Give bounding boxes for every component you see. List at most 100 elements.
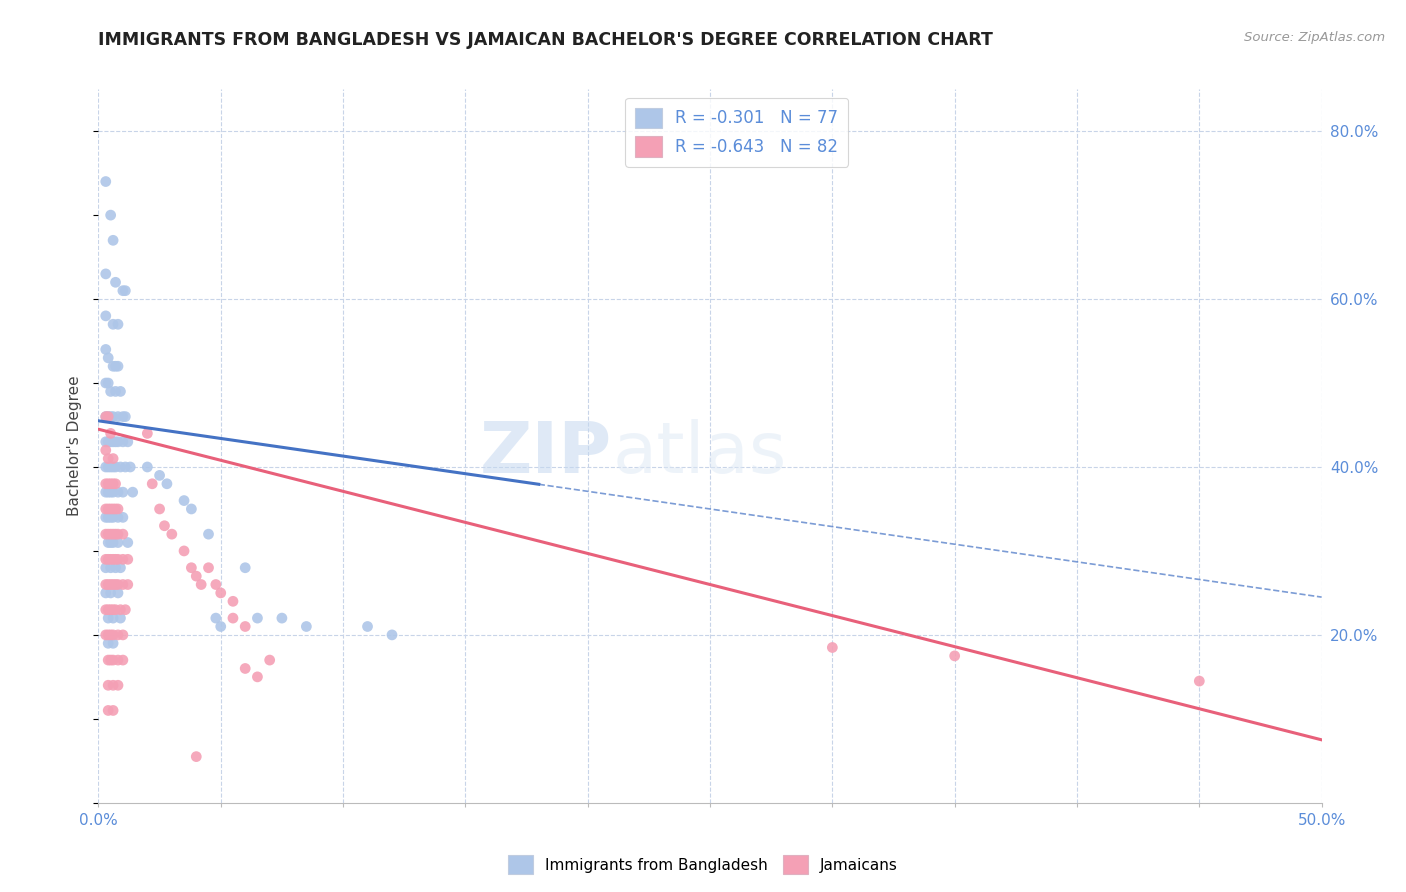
Point	[117, 577, 139, 591]
Point	[107, 502, 129, 516]
Point	[107, 485, 129, 500]
Point	[101, 460, 124, 475]
Point	[111, 552, 134, 566]
Point	[111, 409, 134, 424]
Point	[101, 451, 124, 466]
Point	[100, 653, 122, 667]
Y-axis label: Bachelor's Degree: Bachelor's Degree	[67, 376, 83, 516]
Point	[107, 434, 129, 449]
Point	[186, 749, 208, 764]
Point	[110, 560, 132, 574]
Point	[94, 485, 117, 500]
Point	[111, 628, 134, 642]
Point	[149, 502, 172, 516]
Point	[97, 434, 120, 449]
Point	[197, 560, 219, 574]
Point	[141, 476, 163, 491]
Point	[107, 577, 129, 591]
Point	[100, 409, 122, 424]
Point	[97, 502, 120, 516]
Point	[117, 535, 139, 549]
Point	[149, 468, 172, 483]
Point	[209, 619, 232, 633]
Legend: R = -0.301   N = 77, R = -0.643   N = 82: R = -0.301 N = 77, R = -0.643 N = 82	[626, 97, 848, 167]
Point	[114, 284, 136, 298]
Point	[97, 485, 120, 500]
Point	[209, 586, 232, 600]
Point	[104, 359, 127, 374]
Point	[97, 577, 120, 591]
Point	[101, 678, 124, 692]
Point	[111, 510, 134, 524]
Point	[110, 460, 132, 475]
Point	[136, 460, 159, 475]
Point	[97, 678, 120, 692]
Point	[107, 510, 129, 524]
Point	[173, 493, 195, 508]
Point	[114, 409, 136, 424]
Point	[100, 586, 122, 600]
Point	[107, 678, 129, 692]
Point	[117, 552, 139, 566]
Point	[114, 460, 136, 475]
Point	[100, 510, 122, 524]
Point	[101, 409, 124, 424]
Point	[97, 510, 120, 524]
Point	[101, 434, 124, 449]
Point	[222, 594, 245, 608]
Point	[97, 451, 120, 466]
Point	[94, 502, 117, 516]
Point	[233, 661, 256, 675]
Point	[233, 560, 256, 574]
Point	[94, 577, 117, 591]
Point	[356, 619, 378, 633]
Point	[97, 653, 120, 667]
Point	[107, 586, 129, 600]
Point	[100, 426, 122, 441]
Point	[94, 376, 117, 390]
Point	[100, 434, 122, 449]
Point	[110, 603, 132, 617]
Point	[100, 535, 122, 549]
Point	[94, 409, 117, 424]
Point	[222, 611, 245, 625]
Point	[100, 384, 122, 399]
Point	[94, 560, 117, 574]
Point	[101, 510, 124, 524]
Point	[94, 267, 117, 281]
Point	[117, 434, 139, 449]
Point	[101, 577, 124, 591]
Point	[100, 603, 122, 617]
Point	[100, 527, 122, 541]
Point	[97, 460, 120, 475]
Point	[97, 351, 120, 365]
Point	[205, 611, 228, 625]
Point	[104, 434, 127, 449]
Point	[186, 569, 208, 583]
Point	[97, 476, 120, 491]
Point	[101, 318, 124, 332]
Point	[821, 640, 844, 655]
Point	[111, 527, 134, 541]
Point	[100, 502, 122, 516]
Point	[107, 409, 129, 424]
Point	[101, 502, 124, 516]
Point	[111, 577, 134, 591]
Point	[97, 603, 120, 617]
Point	[943, 648, 966, 663]
Point	[101, 611, 124, 625]
Point	[381, 628, 404, 642]
Point	[94, 510, 117, 524]
Point	[97, 552, 120, 566]
Point	[104, 460, 127, 475]
Point	[97, 527, 120, 541]
Point	[94, 434, 117, 449]
Point	[97, 636, 120, 650]
Point	[97, 409, 120, 424]
Point	[101, 552, 124, 566]
Text: atlas: atlas	[612, 418, 786, 488]
Point	[101, 603, 124, 617]
Point	[101, 359, 124, 374]
Point	[120, 460, 142, 475]
Point	[295, 619, 318, 633]
